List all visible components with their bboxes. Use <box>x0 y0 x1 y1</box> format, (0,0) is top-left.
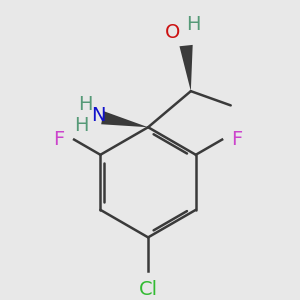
Text: N: N <box>92 106 106 125</box>
Polygon shape <box>179 45 193 91</box>
Text: F: F <box>232 130 243 149</box>
Text: H: H <box>186 15 201 34</box>
Text: Cl: Cl <box>139 280 158 299</box>
Text: O: O <box>165 23 181 42</box>
Text: H: H <box>74 116 89 135</box>
Text: F: F <box>53 130 64 149</box>
Polygon shape <box>101 111 148 127</box>
Text: H: H <box>78 95 93 114</box>
